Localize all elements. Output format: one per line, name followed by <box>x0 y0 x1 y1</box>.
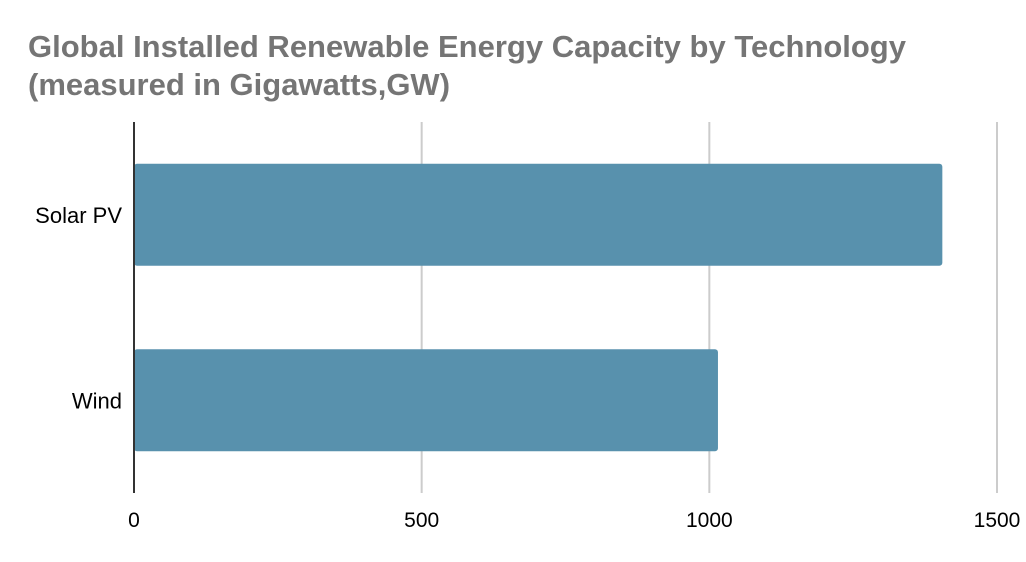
category-label-solar-pv: Solar PV <box>35 203 122 228</box>
x-tick-label-500: 500 <box>404 509 439 532</box>
chart-title-line-2: (measured in Gigawatts,GW) <box>28 67 451 102</box>
labels: 0 500 1000 1500 Solar PV Wind <box>35 203 1020 532</box>
chart-title-line-1: Global Installed Renewable Energy Capaci… <box>28 29 906 64</box>
bar-wind <box>134 349 718 452</box>
x-tick-label-1500: 1500 <box>974 509 1021 532</box>
x-tick-label-0: 0 <box>128 509 140 532</box>
chart-title: Global Installed Renewable Energy Capaci… <box>28 28 1008 104</box>
bar-solar-pv <box>134 163 943 266</box>
category-label-wind: Wind <box>72 388 122 413</box>
x-tick-label-1000: 1000 <box>686 509 733 532</box>
bars <box>134 163 943 452</box>
